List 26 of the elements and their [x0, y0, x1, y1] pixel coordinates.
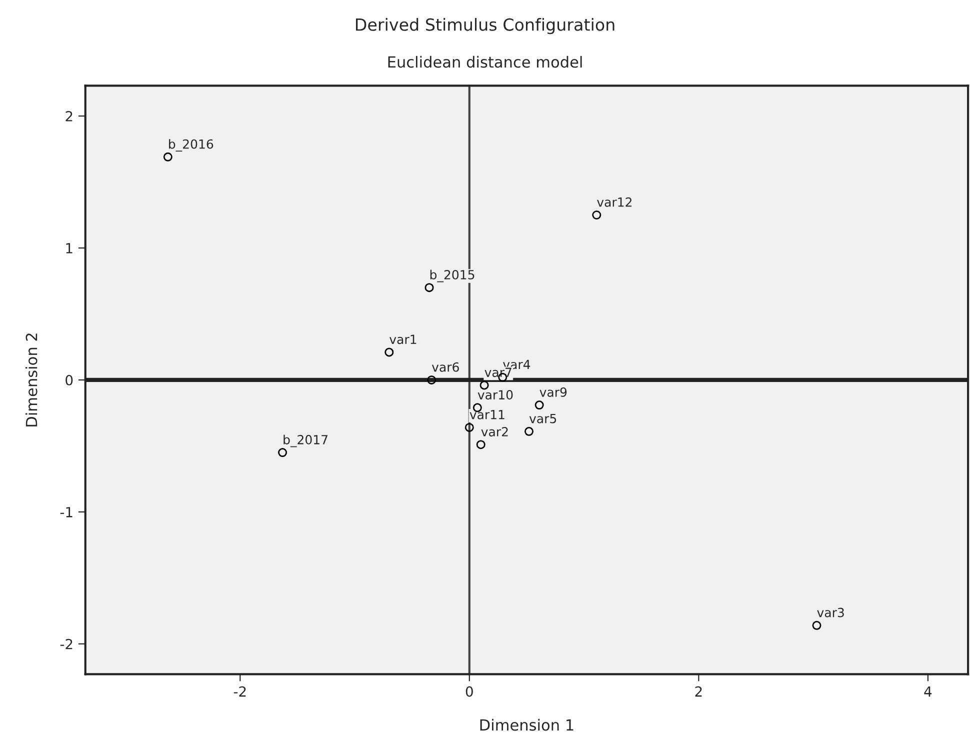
x-tick-label: 4 — [924, 686, 932, 697]
annotation: b_2015 — [430, 270, 474, 282]
y-tick-label: 2 — [66, 110, 72, 122]
annotation: b_2017 — [284, 434, 328, 448]
annotation: var10 — [478, 390, 513, 400]
annotation: var11 — [470, 410, 504, 420]
y-tick-label: 0 — [66, 374, 73, 386]
x-tick-label: 0 — [466, 686, 473, 697]
y-axis-title: Dimension 2 — [25, 334, 38, 426]
chart-title: Derived Stimulus Configuration — [356, 18, 614, 34]
x-tick-label: 2 — [695, 686, 702, 697]
y-tick-label: -2 — [60, 638, 72, 650]
annotation: b_2016 — [169, 139, 214, 152]
y-tick-label: -1 — [60, 507, 72, 518]
annotation: var1 — [390, 334, 416, 344]
x-tick-label: -2 — [234, 686, 246, 697]
annotation: var7 — [484, 368, 512, 378]
chart-subtitle: Euclidean distance model — [388, 56, 582, 68]
annotation: var6 — [432, 362, 459, 372]
annotation: var3 — [817, 608, 844, 618]
annotation: var9 — [540, 387, 567, 397]
y-tick-label: 1 — [66, 243, 72, 254]
x-axis-title: Dimension 1 — [480, 718, 574, 731]
annotation: var5 — [529, 414, 556, 424]
annotation: var2 — [481, 427, 508, 436]
annotation: var12 — [597, 197, 632, 207]
